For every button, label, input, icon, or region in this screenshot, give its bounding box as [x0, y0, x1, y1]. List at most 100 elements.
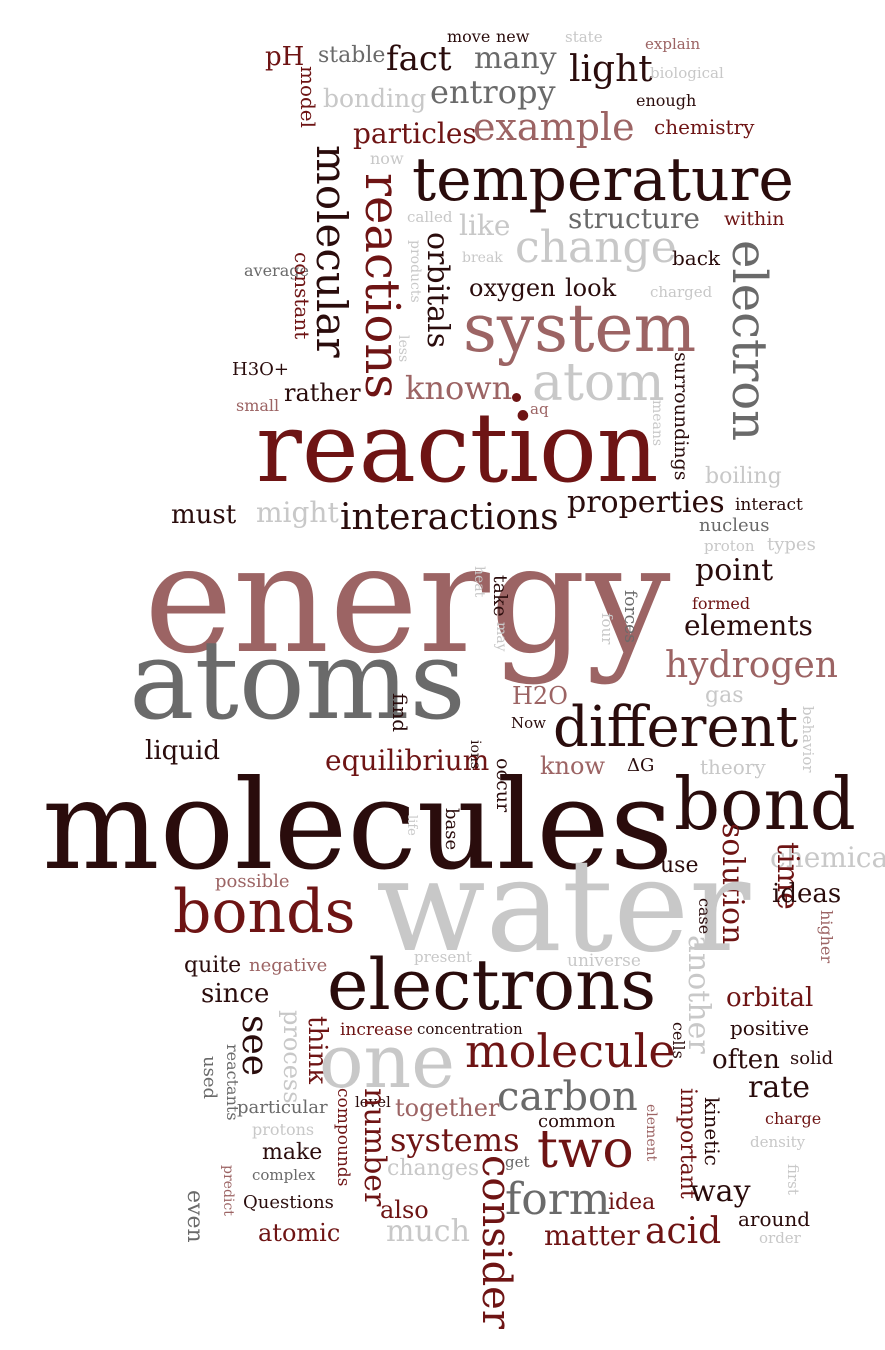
word-reaction: reaction	[256, 392, 659, 504]
word-first: first	[784, 1164, 802, 1195]
word-may: may	[493, 622, 509, 652]
word-present: present	[414, 948, 472, 966]
word-break: break	[462, 250, 503, 266]
word-different: different	[553, 695, 799, 760]
word-state: state	[565, 28, 603, 46]
word-together: together	[395, 1094, 500, 1122]
word-ideas: ideas	[772, 879, 842, 909]
word-atomic: atomic	[258, 1219, 341, 1247]
word-acid: acid	[645, 1211, 722, 1252]
word-chemistry: chemistry	[654, 115, 755, 139]
word-h2o: H2O	[512, 682, 568, 710]
word-common: common	[538, 1111, 616, 1132]
word-around: around	[738, 1207, 811, 1231]
word-example: example	[473, 105, 635, 149]
word-energy: energy	[144, 513, 671, 687]
word-process: process	[278, 1010, 306, 1104]
word-like: like	[459, 209, 511, 242]
word-delta-g: ΔG	[627, 755, 655, 776]
word-h3o: H3O+	[232, 359, 289, 380]
word-complex: complex	[252, 1166, 316, 1184]
word-biological: biological	[650, 64, 724, 82]
word-forces: forces	[620, 590, 640, 643]
word-particles: particles	[353, 117, 477, 150]
word-gas: gas	[705, 683, 744, 708]
word-charged: charged	[650, 283, 713, 301]
word-ph: pH	[265, 42, 305, 72]
word-four: four	[598, 613, 616, 645]
word-since: since	[201, 979, 270, 1009]
word-less: less	[395, 335, 411, 363]
word-carbon: carbon	[497, 1074, 638, 1120]
word-boiling: boiling	[705, 464, 782, 489]
word-compounds: compounds	[333, 1088, 353, 1187]
word-back: back	[672, 246, 721, 270]
word-structure: structure	[568, 202, 700, 235]
word-formed: formed	[692, 594, 751, 613]
word-kinetic: kinetic	[700, 1097, 724, 1166]
word-questions: Questions	[243, 1192, 334, 1213]
word-use: use	[660, 853, 699, 878]
word-enough: enough	[636, 91, 697, 110]
word-now: now	[370, 149, 404, 168]
word-nucleus: nucleus	[699, 515, 770, 536]
word-orbitals: orbitals	[420, 232, 455, 349]
word-particular: particular	[237, 1097, 328, 1118]
word-chemical: chemical	[770, 841, 885, 874]
word-water: water	[376, 832, 751, 981]
word-elements: elements	[684, 609, 813, 642]
word-density: density	[750, 1133, 806, 1151]
word-know: know	[540, 752, 605, 780]
word-oxygen: oxygen	[469, 274, 556, 302]
word-electron: electron	[721, 240, 777, 442]
word-heat: heat	[471, 566, 487, 598]
word-higher: higher	[817, 910, 836, 964]
word-molecule: molecule	[465, 1024, 676, 1078]
word-surroundings: surroundings	[670, 352, 692, 481]
word-possible: possible	[215, 871, 290, 892]
word-within: within	[724, 208, 785, 230]
word-rather: rather	[284, 379, 361, 407]
word-proton: proton	[704, 537, 755, 555]
word-predict: predict	[220, 1165, 236, 1216]
word-liquid: liquid	[145, 736, 220, 766]
word-order: order	[759, 1229, 801, 1247]
word-hydrogen: hydrogen	[665, 645, 838, 686]
word-might: might	[256, 496, 339, 529]
word-much: much	[386, 1214, 470, 1249]
word-protons: protons	[252, 1120, 315, 1139]
word-atoms: atoms	[129, 616, 466, 744]
word-small: small	[236, 396, 280, 415]
word-get: get	[505, 1153, 530, 1171]
word-bonds: bonds	[173, 877, 356, 947]
word-universe: universe	[567, 951, 641, 971]
word-bonding: bonding	[323, 84, 427, 113]
word-way: way	[690, 1174, 751, 1209]
word-concentration: concentration	[417, 1020, 523, 1038]
word-move: move	[447, 27, 491, 46]
word-two: two	[537, 1120, 634, 1180]
word-take: take	[489, 575, 511, 617]
word-matter: matter	[544, 1219, 640, 1252]
word-interact: interact	[735, 495, 803, 515]
word-systems: systems	[390, 1121, 520, 1159]
word-types: types	[767, 534, 816, 555]
word-level: level	[355, 1093, 391, 1111]
word-molecules: molecules	[42, 754, 674, 898]
word-aq: aq	[530, 400, 549, 418]
word-positive: positive	[730, 1016, 810, 1040]
word-often: often	[712, 1045, 780, 1075]
word-must: must	[171, 500, 237, 530]
word-atom: atom	[532, 353, 665, 413]
word-also: also	[380, 1196, 429, 1224]
word-electrons: electrons	[327, 944, 657, 1026]
word-many: many	[474, 41, 557, 76]
word-bond: bond	[674, 762, 856, 846]
word-fact: fact	[386, 39, 452, 79]
word-temperature: temperature	[412, 145, 794, 215]
word-theory: theory	[700, 755, 766, 779]
word-one: one	[319, 1019, 456, 1105]
word-system: system	[463, 290, 697, 367]
word-average: average	[244, 261, 309, 280]
